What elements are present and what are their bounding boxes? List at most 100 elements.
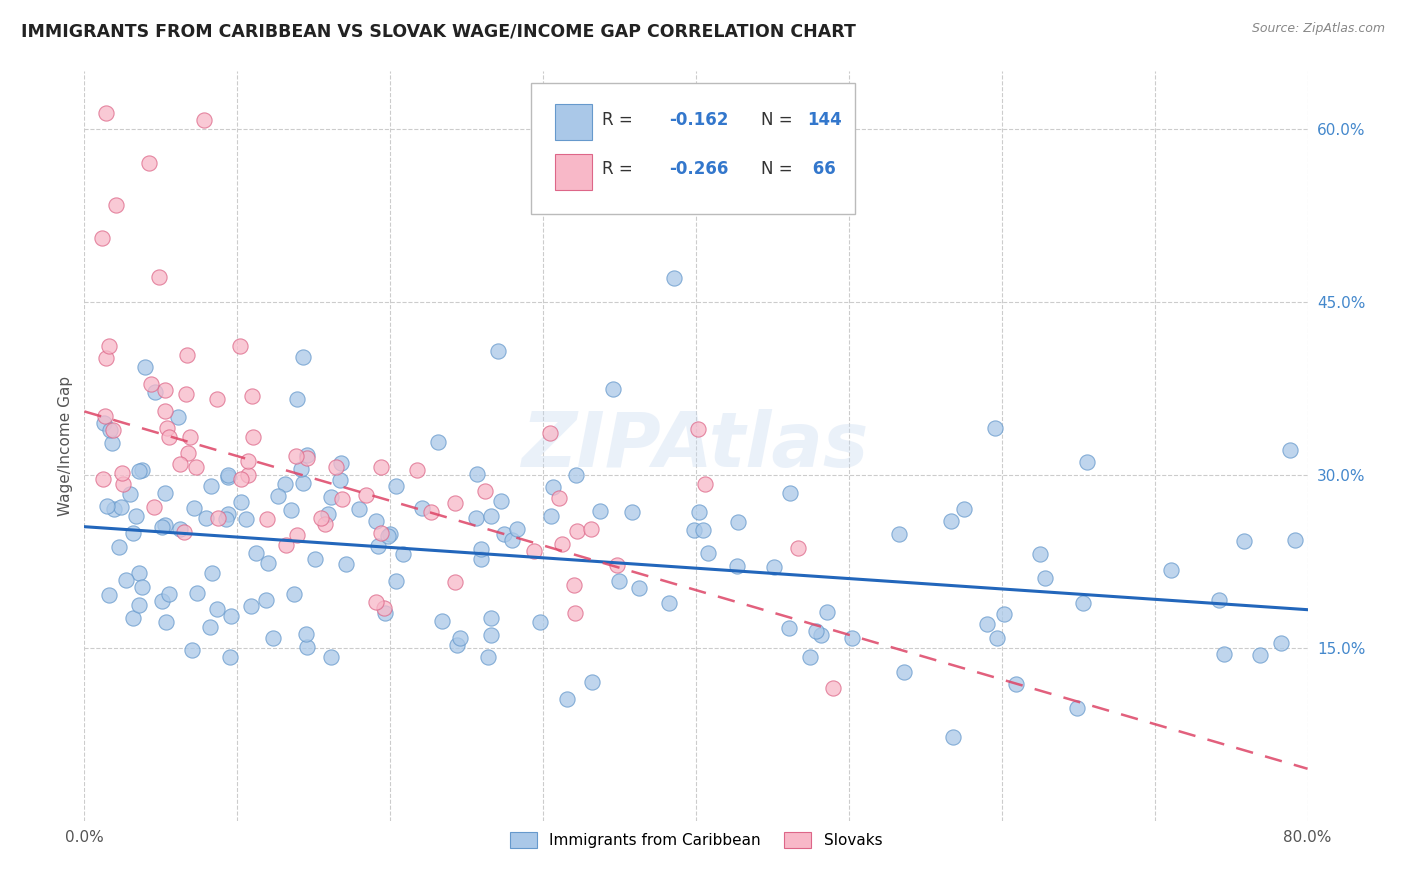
Point: [174, 387, 197, 401]
Point: [1160, 563, 1182, 577]
Point: [477, 650, 499, 665]
Point: [370, 460, 392, 475]
Point: [607, 574, 630, 588]
Text: Source: ZipAtlas.com: Source: ZipAtlas.com: [1251, 22, 1385, 36]
Point: [841, 631, 863, 645]
Point: [1071, 596, 1094, 610]
Point: [153, 403, 176, 417]
Point: [658, 596, 681, 610]
Point: [245, 546, 267, 560]
Text: 66: 66: [807, 160, 837, 178]
Point: [349, 502, 371, 516]
Point: [555, 692, 578, 706]
Point: [143, 500, 166, 515]
Point: [290, 462, 312, 476]
Point: [240, 389, 263, 403]
Point: [983, 421, 1005, 435]
Point: [479, 508, 502, 523]
Point: [141, 377, 163, 392]
Legend: Immigrants from Caribbean, Slovaks: Immigrants from Caribbean, Slovaks: [503, 826, 889, 855]
Point: [377, 529, 399, 543]
Point: [374, 607, 396, 621]
Point: [235, 512, 257, 526]
Point: [285, 528, 308, 542]
Text: ZIPAtlas: ZIPAtlas: [522, 409, 870, 483]
Point: [804, 624, 827, 638]
Point: [688, 504, 710, 518]
Point: [285, 392, 308, 406]
Point: [101, 436, 124, 450]
Point: [236, 468, 259, 483]
Text: -0.266: -0.266: [669, 160, 728, 178]
Point: [183, 501, 205, 516]
Point: [727, 515, 749, 529]
Point: [565, 524, 588, 538]
Point: [779, 486, 801, 500]
Point: [1076, 455, 1098, 469]
Point: [167, 409, 190, 424]
Point: [304, 552, 326, 566]
Point: [799, 649, 821, 664]
Point: [316, 508, 339, 522]
Point: [181, 643, 204, 657]
Point: [96, 500, 118, 514]
Point: [1033, 571, 1056, 585]
Point: [942, 731, 965, 745]
Point: [432, 614, 454, 628]
Point: [217, 470, 239, 484]
Point: [683, 523, 706, 537]
Point: [112, 477, 135, 491]
Point: [335, 558, 357, 572]
Point: [169, 457, 191, 471]
Point: [148, 269, 170, 284]
Point: [262, 632, 284, 646]
Point: [330, 456, 353, 470]
Text: 144: 144: [807, 112, 842, 129]
Point: [470, 542, 492, 557]
Point: [370, 526, 392, 541]
Point: [200, 479, 222, 493]
Point: [103, 502, 125, 516]
Point: [295, 627, 318, 641]
Point: [122, 610, 145, 624]
Point: [378, 527, 401, 541]
Point: [686, 422, 709, 436]
Point: [242, 430, 264, 444]
Point: [207, 392, 229, 407]
Point: [177, 446, 200, 460]
Point: [581, 675, 603, 690]
Point: [479, 610, 502, 624]
Point: [367, 539, 389, 553]
Point: [810, 627, 832, 641]
Y-axis label: Wage/Income Gap: Wage/Income Gap: [58, 376, 73, 516]
Point: [274, 477, 297, 491]
Point: [194, 510, 217, 524]
Point: [319, 649, 342, 664]
Point: [330, 491, 353, 506]
Point: [693, 477, 716, 491]
Point: [280, 503, 302, 517]
Point: [565, 467, 588, 482]
Point: [986, 631, 1008, 645]
Point: [125, 509, 148, 524]
Point: [107, 541, 129, 555]
Point: [186, 586, 208, 600]
Point: [384, 479, 406, 493]
Point: [547, 491, 569, 506]
Point: [179, 430, 201, 444]
Point: [295, 448, 318, 462]
Point: [143, 384, 166, 399]
Point: [198, 620, 221, 634]
Point: [392, 547, 415, 561]
Point: [538, 425, 561, 440]
Point: [628, 581, 651, 595]
Point: [229, 472, 252, 486]
Point: [444, 496, 467, 510]
Point: [474, 484, 496, 499]
Point: [506, 522, 529, 536]
Point: [1249, 648, 1271, 663]
Point: [373, 600, 395, 615]
Point: [501, 533, 523, 547]
Point: [1029, 547, 1052, 561]
Point: [589, 504, 612, 518]
